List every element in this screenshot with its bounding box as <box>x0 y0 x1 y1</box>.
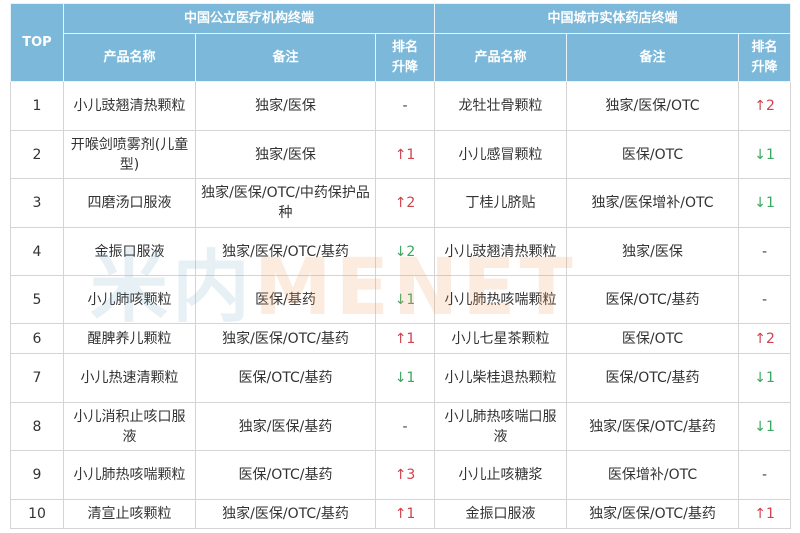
col-header-note-right: 备注 <box>566 33 740 82</box>
note-left: 医保/OTC/基药 <box>195 450 376 500</box>
rank-change-right: ↑2 <box>738 81 792 131</box>
rank-number: 10 <box>10 499 64 529</box>
rank-change-left: ↑1 <box>374 499 436 529</box>
note-left: 独家/医保/基药 <box>195 402 376 451</box>
table-row: 6 醒脾养儿颗粒 独家/医保/OTC/基药 ↑1 小儿七星茶颗粒 医保/OTC ↑2 <box>10 323 792 354</box>
rank-change-right: ↓1 <box>738 353 792 403</box>
product-name-right: 小儿止咳糖浆 <box>434 450 568 500</box>
rank-number: 5 <box>10 275 64 324</box>
rank-number: 7 <box>10 353 64 403</box>
note-left: 医保/OTC/基药 <box>195 353 376 403</box>
rank-change-right: ↑2 <box>738 323 792 354</box>
rank-number: 3 <box>10 178 64 228</box>
rank-change-left: ↑1 <box>374 130 436 179</box>
rank-change-left: ↓1 <box>374 353 436 403</box>
table-row: 7 小儿热速清颗粒 医保/OTC/基药 ↓1 小儿柴桂退热颗粒 医保/OTC/基药 ↓1 <box>10 353 792 403</box>
rank-change-right: ↓1 <box>738 178 792 228</box>
note-right: 医保/OTC/基药 <box>566 353 740 403</box>
note-right: 独家/医保 <box>566 227 740 276</box>
product-name-left: 小儿豉翘清热颗粒 <box>63 81 196 131</box>
table-row: 4 金振口服液 独家/医保/OTC/基药 ↓2 小儿豉翘清热颗粒 独家/医保 - <box>10 227 792 276</box>
note-left: 独家/医保/OTC/基药 <box>195 227 376 276</box>
note-left: 独家/医保/OTC/中药保护品种 <box>195 178 376 228</box>
product-name-left: 清宣止咳颗粒 <box>63 499 196 529</box>
note-right: 独家/医保增补/OTC <box>566 178 740 228</box>
rank-change-right: - <box>738 450 792 500</box>
table-row: 3 四磨汤口服液 独家/医保/OTC/中药保护品种 ↑2 丁桂儿脐贴 独家/医保增补/OT… <box>10 178 792 228</box>
product-name-left: 醒脾养儿颗粒 <box>63 323 196 354</box>
rank-change-right: ↓1 <box>738 130 792 179</box>
rank-number: 6 <box>10 323 64 354</box>
note-right: 独家/医保/OTC <box>566 81 740 131</box>
rank-change-left: - <box>374 81 436 131</box>
note-right: 医保/OTC/基药 <box>566 275 740 324</box>
rank-number: 9 <box>10 450 64 500</box>
note-right: 医保/OTC <box>566 130 740 179</box>
product-name-left: 小儿肺咳颗粒 <box>63 275 196 324</box>
rank-change-right: - <box>738 275 792 324</box>
product-name-left: 四磨汤口服液 <box>63 178 196 228</box>
top-header: TOP <box>10 3 64 82</box>
product-name-left: 小儿肺热咳喘颗粒 <box>63 450 196 500</box>
note-left: 独家/医保 <box>195 81 376 131</box>
product-name-left: 金振口服液 <box>63 227 196 276</box>
table-row: 5 小儿肺咳颗粒 医保/基药 ↓1 小儿肺热咳喘颗粒 医保/OTC/基药 - <box>10 275 792 324</box>
rank-change-right: ↑1 <box>738 499 792 529</box>
group-header-retail-pharmacies: 中国城市实体药店终端 <box>434 3 792 34</box>
rank-number: 1 <box>10 81 64 131</box>
product-name-right: 小儿豉翘清热颗粒 <box>434 227 568 276</box>
note-right: 医保增补/OTC <box>566 450 740 500</box>
rank-change-left: ↑3 <box>374 450 436 500</box>
table-row: 10 清宣止咳颗粒 独家/医保/OTC/基药 ↑1 金振口服液 独家/医保/OTC/基药 ↑… <box>10 499 792 529</box>
product-name-right: 金振口服液 <box>434 499 568 529</box>
product-name-left: 小儿热速清颗粒 <box>63 353 196 403</box>
rank-change-right: ↓1 <box>738 402 792 451</box>
rank-change-left: ↓1 <box>374 275 436 324</box>
note-left: 独家/医保/OTC/基药 <box>195 323 376 354</box>
rank-number: 2 <box>10 130 64 179</box>
col-header-name-left: 产品名称 <box>63 33 196 82</box>
table-row: 2 开喉剑喷雾剂(儿童型) 独家/医保 ↑1 小儿感冒颗粒 医保/OTC ↓1 <box>10 130 792 179</box>
rank-change-left: ↓2 <box>374 227 436 276</box>
rank-number: 4 <box>10 227 64 276</box>
product-name-right: 小儿肺热咳喘颗粒 <box>434 275 568 324</box>
product-name-left: 开喉剑喷雾剂(儿童型) <box>63 130 196 179</box>
rank-number: 8 <box>10 402 64 451</box>
col-header-name-right: 产品名称 <box>434 33 568 82</box>
product-name-right: 小儿七星茶颗粒 <box>434 323 568 354</box>
product-name-left: 小儿消积止咳口服液 <box>63 402 196 451</box>
note-left: 独家/医保/OTC/基药 <box>195 499 376 529</box>
product-name-right: 小儿感冒颗粒 <box>434 130 568 179</box>
rank-change-left: ↑2 <box>374 178 436 228</box>
note-right: 独家/医保/OTC/基药 <box>566 499 740 529</box>
product-name-right: 小儿肺热咳喘口服液 <box>434 402 568 451</box>
table-body: 1 小儿豉翘清热颗粒 独家/医保 - 龙牡壮骨颗粒 独家/医保/OTC ↑2 2 开喉剑喷雾剂(… <box>10 81 792 529</box>
note-left: 医保/基药 <box>195 275 376 324</box>
rank-change-left: - <box>374 402 436 451</box>
table-row: 9 小儿肺热咳喘颗粒 医保/OTC/基药 ↑3 小儿止咳糖浆 医保增补/OTC - <box>10 450 792 500</box>
table-row: 8 小儿消积止咳口服液 独家/医保/基药 - 小儿肺热咳喘口服液 独家/医保/OTC/基药… <box>10 402 792 451</box>
group-header-public-hospitals: 中国公立医疗机构终端 <box>62 3 436 34</box>
product-name-right: 龙牡壮骨颗粒 <box>434 81 568 131</box>
rank-change-left: ↑1 <box>374 323 436 354</box>
col-header-rank-right: 排名升降 <box>738 33 792 82</box>
note-left: 独家/医保 <box>195 130 376 179</box>
col-header-note-left: 备注 <box>195 33 376 82</box>
note-right: 独家/医保/OTC/基药 <box>566 402 740 451</box>
product-name-right: 丁桂儿脐贴 <box>434 178 568 228</box>
ranking-table: TOP 中国公立医疗机构终端 中国城市实体药店终端 产品名称 备注 排名升降 产… <box>10 3 792 529</box>
note-right: 医保/OTC <box>566 323 740 354</box>
col-header-rank-left: 排名升降 <box>374 33 436 82</box>
product-name-right: 小儿柴桂退热颗粒 <box>434 353 568 403</box>
table-row: 1 小儿豉翘清热颗粒 独家/医保 - 龙牡壮骨颗粒 独家/医保/OTC ↑2 <box>10 81 792 131</box>
rank-change-right: - <box>738 227 792 276</box>
